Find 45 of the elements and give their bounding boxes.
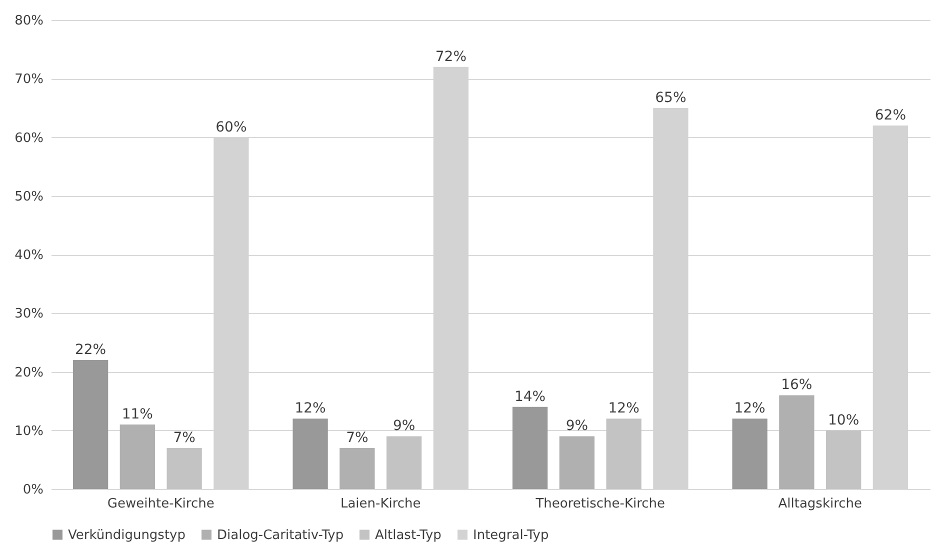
bar bbox=[340, 448, 375, 489]
text: 11% bbox=[122, 406, 153, 423]
text: 22% bbox=[74, 342, 106, 358]
bar bbox=[732, 418, 768, 489]
bar bbox=[606, 418, 642, 489]
bar bbox=[72, 360, 108, 489]
y-tick-label: 80% bbox=[14, 14, 44, 28]
text: 10% bbox=[828, 412, 860, 428]
text: 12% bbox=[294, 400, 326, 417]
text: 12% bbox=[734, 400, 766, 417]
x-tick-label: Alltagskirche bbox=[778, 496, 862, 512]
y-tick-label: 30% bbox=[14, 306, 44, 322]
y-tick-label: 20% bbox=[14, 365, 44, 380]
x-tick-label: Geweihte-Kirche bbox=[107, 496, 214, 512]
y-tick-label: 40% bbox=[14, 248, 44, 263]
bar bbox=[292, 418, 328, 489]
y-tick-label: 10% bbox=[14, 424, 44, 439]
text: 9% bbox=[392, 418, 416, 434]
legend-label: Altlast-Typ bbox=[375, 528, 442, 543]
text: 16% bbox=[781, 377, 812, 394]
bar bbox=[166, 448, 202, 489]
text: 65% bbox=[655, 90, 686, 106]
bar bbox=[779, 395, 814, 489]
text: 60% bbox=[216, 119, 247, 136]
bar bbox=[512, 406, 548, 489]
text: 7% bbox=[346, 430, 368, 446]
text: 7% bbox=[173, 430, 196, 446]
x-tick-label: Laien-Kirche bbox=[340, 496, 421, 512]
y-tick-label: 0% bbox=[22, 482, 44, 498]
y-tick-label: 60% bbox=[14, 130, 44, 146]
legend-label: Verkündigungstyp bbox=[68, 528, 186, 543]
text: 14% bbox=[514, 388, 546, 405]
bar bbox=[386, 436, 422, 489]
legend-label: Dialog-Caritativ-Typ bbox=[217, 528, 344, 543]
text: 72% bbox=[435, 48, 467, 65]
y-tick-label: 70% bbox=[14, 72, 44, 88]
legend-label: Integral-Typ bbox=[473, 528, 549, 543]
bar bbox=[120, 424, 156, 489]
bar bbox=[826, 430, 862, 489]
text: 9% bbox=[566, 418, 588, 434]
x-tick-label: Theoretische-Kirche bbox=[534, 496, 666, 512]
text: 62% bbox=[874, 108, 906, 124]
bar bbox=[559, 436, 595, 489]
y-tick-label: 50% bbox=[14, 189, 44, 204]
text: 12% bbox=[608, 400, 640, 417]
